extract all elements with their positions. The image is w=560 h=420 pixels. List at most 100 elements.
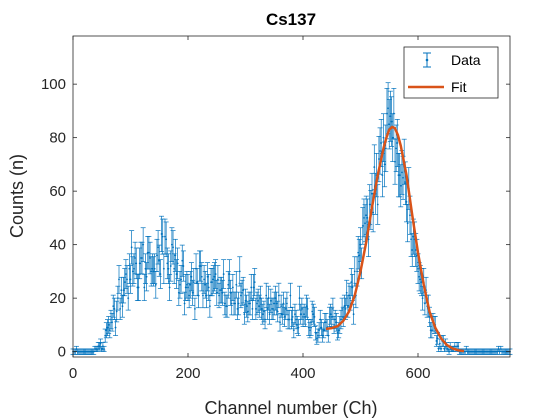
data-point (222, 291, 228, 316)
data-point (390, 113, 396, 162)
data-point (179, 244, 185, 277)
data-point (245, 300, 251, 323)
legend-errorbar-icon (423, 52, 431, 68)
data-point (146, 236, 152, 270)
data-point (141, 273, 147, 301)
data-point (252, 268, 258, 297)
chart-title: Cs137 (266, 10, 316, 29)
data-point (386, 99, 392, 150)
data-point (167, 273, 173, 301)
data-point (330, 297, 336, 320)
data-point (234, 297, 240, 320)
y-tick-label: 0 (58, 344, 66, 361)
data-point (180, 250, 186, 282)
data-point (278, 294, 284, 318)
data-point (216, 282, 222, 309)
data-point (117, 297, 123, 320)
data-point (267, 303, 273, 325)
data-point (203, 282, 209, 309)
data-point (175, 247, 181, 280)
data-point (168, 250, 174, 282)
data-point (187, 271, 193, 299)
data-point (163, 221, 169, 257)
data-point (355, 236, 361, 270)
data-point (392, 138, 398, 185)
data-point (164, 247, 170, 280)
data-point (239, 279, 245, 306)
data-point (303, 294, 309, 318)
data-point (177, 271, 183, 299)
legend-box (403, 46, 499, 99)
x-tick-label: 0 (69, 365, 77, 382)
data-point (253, 297, 259, 320)
data-point (218, 276, 224, 304)
data-point (214, 279, 220, 306)
data-point (291, 322, 297, 339)
data-point (312, 306, 317, 327)
data-point (123, 259, 129, 289)
data-point (282, 306, 288, 327)
data-point (221, 259, 227, 289)
data-point (274, 291, 280, 316)
data-point (126, 253, 132, 284)
data-point (360, 207, 366, 245)
data-point (429, 322, 435, 339)
data-point (206, 273, 212, 301)
data-point (98, 338, 104, 349)
data-point (211, 262, 217, 292)
data-point (106, 316, 112, 334)
data-point (383, 124, 389, 173)
legend-entry-data: Data (451, 52, 481, 68)
data-point (244, 294, 250, 318)
data-point (375, 184, 381, 225)
data-point (215, 265, 221, 294)
data-point (315, 328, 321, 343)
data-point (292, 303, 298, 325)
data-point (171, 253, 177, 284)
data-point (348, 268, 354, 297)
data-point (272, 285, 278, 311)
data-point (261, 300, 267, 323)
fit-layer (325, 125, 465, 353)
data-point (116, 265, 122, 294)
x-axis-label: Channel number (Ch) (204, 398, 377, 418)
data-point (247, 291, 253, 316)
data-point (238, 282, 244, 309)
data-point (172, 238, 178, 272)
data-point (241, 303, 247, 325)
data-point (147, 241, 153, 275)
data-point (224, 294, 230, 318)
data-point (266, 285, 271, 311)
data-point (290, 306, 296, 327)
legend: Data Fit (403, 46, 499, 99)
y-tick-label: 40 (49, 237, 66, 254)
data-point (101, 345, 107, 352)
y-tick-label: 100 (41, 76, 66, 93)
data-point (391, 87, 397, 140)
data-point (169, 227, 175, 262)
fit-line (325, 125, 465, 353)
data-point (277, 313, 283, 332)
data-point (140, 227, 146, 262)
data-point (207, 294, 213, 318)
data-point (152, 253, 158, 284)
x-tick-label: 600 (405, 365, 430, 382)
y-axis-ticks: 0 20 40 60 80 100 (41, 76, 510, 361)
data-point (198, 250, 204, 282)
data-point (331, 316, 337, 334)
data-point (154, 238, 160, 272)
data-point (119, 294, 125, 318)
data-point (255, 288, 261, 313)
data-point (254, 291, 260, 316)
data-point (420, 285, 426, 311)
data-point (284, 291, 290, 316)
y-tick-label: 60 (49, 183, 66, 200)
data-point (256, 294, 262, 318)
data-point (226, 259, 232, 289)
data-point (394, 119, 400, 167)
data-point (186, 282, 192, 309)
data-point (205, 262, 211, 292)
data-point (109, 313, 115, 332)
data-point (192, 297, 198, 320)
